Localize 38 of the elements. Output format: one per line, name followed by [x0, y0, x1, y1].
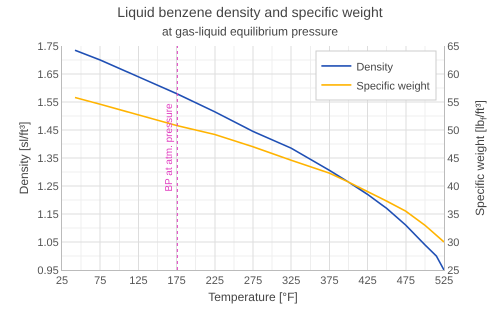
y-tick-label: 1.05	[37, 236, 59, 249]
x-tick-label: 75	[94, 275, 106, 288]
y-tick-label: 1.45	[37, 124, 59, 137]
chart-title: Liquid benzene density and specific weight	[117, 4, 383, 20]
y2-tick-label: 50	[447, 124, 460, 137]
y2-tick-label: 30	[447, 236, 460, 249]
x-tick-label: 175	[167, 275, 186, 288]
x-tick-label: 425	[358, 275, 377, 288]
line-series	[74, 49, 444, 270]
y-tick-label: 1.65	[37, 68, 59, 81]
y-tick-label: 1.35	[37, 152, 59, 165]
y2-tick-label: 25	[447, 264, 460, 277]
x-tick-label: 275	[244, 275, 262, 288]
chart-subtitle: at gas-liquid equilibrium pressure	[162, 24, 338, 38]
x-tick-label: 25	[56, 275, 68, 288]
x-tick-label: 325	[282, 275, 300, 288]
y-axis-title: Density [sl/ft³]	[17, 122, 31, 194]
y2-tick-label: 65	[447, 40, 460, 53]
y-tick-label: 1.75	[37, 40, 59, 53]
line-series	[74, 96, 444, 243]
x-tick-label: 225	[206, 275, 224, 288]
y2-tick-label: 40	[447, 180, 460, 193]
y-tick-label: 0.95	[37, 264, 59, 277]
y2-tick-label: 35	[447, 208, 460, 221]
x-tick-label: 125	[129, 275, 148, 288]
y-tick-label: 1.55	[37, 96, 59, 109]
y-tick-label: 1.25	[37, 180, 59, 193]
legend-label: Density	[356, 61, 394, 74]
legend-label: Specific weight	[356, 80, 430, 92]
ref-line-label: BP at atm. pressure	[164, 103, 176, 192]
y-tick-label: 1.15	[37, 208, 59, 221]
x-tick-label: 475	[396, 275, 415, 288]
x-tick-label: 375	[320, 275, 339, 288]
y2-tick-label: 60	[447, 68, 460, 81]
x-tick-label: 525	[434, 275, 454, 288]
y2-tick-label: 55	[447, 96, 460, 109]
y2-tick-label: 45	[447, 152, 460, 165]
x-axis-title: Temperature [°F]	[208, 290, 298, 304]
